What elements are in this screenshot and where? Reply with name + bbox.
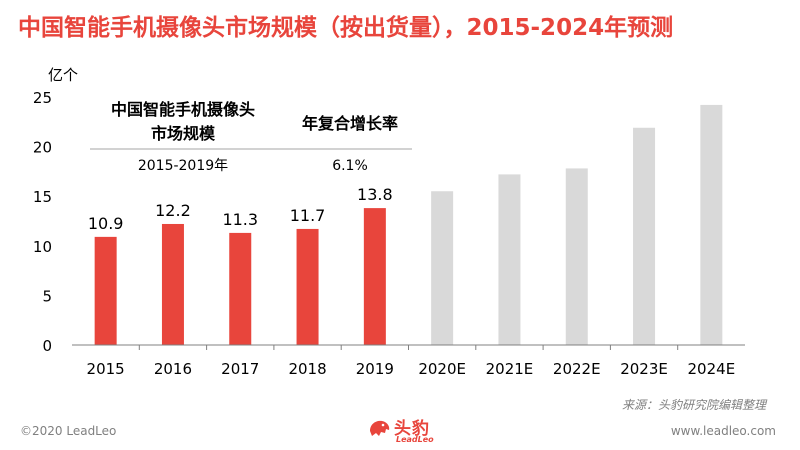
source-note: 来源：头豹研究院编辑整理 <box>621 398 766 412</box>
x-axis-labels: 2015 2016 2017 2018 2019 2020E 2021E 2022E 2023E… <box>87 345 736 378</box>
data-label-2019: 13.8 <box>357 185 393 204</box>
x-tick-label: 2015 <box>87 360 125 378</box>
chart-title: 中国智能手机摄像头市场规模（按出货量），2015-2024年预测 <box>18 15 674 41</box>
y-tick-label: 15 <box>33 188 52 206</box>
cagr-header-left-line2: 市场规模 <box>151 124 216 143</box>
brand-logo: 头豹 LeadLeo <box>368 414 444 448</box>
x-tick-label: 2021E <box>486 360 534 378</box>
cagr-header-left-line1: 中国智能手机摄像头 <box>111 100 255 119</box>
bar-2022E <box>565 168 588 345</box>
leopard-icon <box>370 420 390 436</box>
bar-2021E <box>498 174 521 345</box>
copyright: ©2020 LeadLeo <box>20 424 117 438</box>
bar-2019 <box>363 208 386 345</box>
brand-name: 头豹 <box>394 419 430 439</box>
y-axis: 0 5 10 15 20 25 <box>33 89 52 355</box>
bars <box>94 104 723 345</box>
data-label-2015: 10.9 <box>88 214 124 233</box>
data-labels: 10.9 12.2 11.3 11.7 13.8 <box>88 185 393 233</box>
x-tick-label: 2016 <box>154 360 192 378</box>
bar-2016 <box>161 223 184 345</box>
x-tick-label: 2019 <box>356 360 394 378</box>
brand-sub: LeadLeo <box>396 435 434 444</box>
bar-2017 <box>229 232 252 345</box>
x-tick-label: 2022E <box>553 360 601 378</box>
x-tick-label: 2018 <box>288 360 326 378</box>
y-tick-label: 20 <box>33 139 52 157</box>
cagr-rate: 6.1% <box>332 158 368 174</box>
data-label-2016: 12.2 <box>155 201 191 220</box>
x-tick-label: 2017 <box>221 360 259 378</box>
y-tick-label: 10 <box>33 238 52 256</box>
data-label-2018: 11.7 <box>290 206 326 225</box>
x-tick-label: 2020E <box>418 360 466 378</box>
bar-2020E <box>431 191 454 345</box>
data-label-2017: 11.3 <box>222 210 258 229</box>
bar-2024E <box>700 104 723 345</box>
y-tick-label: 25 <box>33 89 52 107</box>
y-tick-label: 5 <box>42 287 52 305</box>
cagr-period: 2015-2019年 <box>138 158 228 174</box>
bar-2015 <box>94 236 117 345</box>
y-axis-label: 亿个 <box>48 66 78 84</box>
x-tick-label: 2024E <box>688 360 736 378</box>
y-tick-label: 0 <box>42 337 52 355</box>
cagr-header-right: 年复合增长率 <box>302 114 398 133</box>
x-tick-label: 2023E <box>620 360 668 378</box>
cagr-table: 中国智能手机摄像头 市场规模 年复合增长率 2015-2019年 6.1% <box>90 100 412 174</box>
website-link[interactable]: www.leadleo.com <box>670 424 776 438</box>
bar-2018 <box>296 228 319 345</box>
bar-2023E <box>633 127 656 345</box>
